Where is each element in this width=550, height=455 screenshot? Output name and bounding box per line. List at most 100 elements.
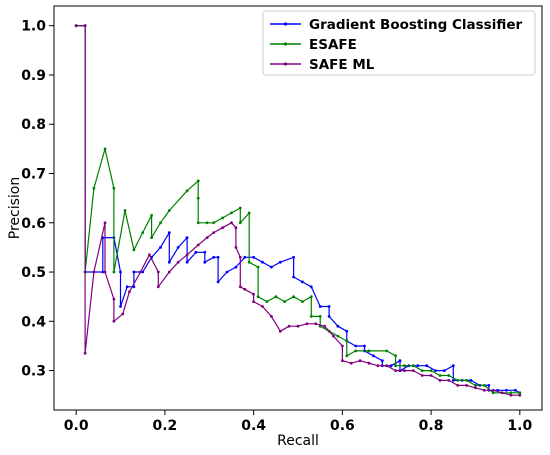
data-point-safe-ml bbox=[341, 359, 344, 363]
data-point-safe-ml bbox=[156, 285, 160, 289]
legend-label-gradient-boosting: Gradient Boosting Classifier bbox=[309, 17, 522, 33]
data-point-safe-ml bbox=[403, 369, 406, 372]
data-point-esafe bbox=[438, 374, 442, 377]
data-point-esafe bbox=[309, 315, 313, 318]
data-point-gradient-boosting-classifier bbox=[216, 255, 220, 259]
data-point-gradient-boosting-classifier bbox=[119, 270, 122, 274]
data-point-gradient-boosting-classifier bbox=[434, 369, 437, 372]
series-gradient-boosting-classifier bbox=[74, 24, 522, 395]
data-point-esafe bbox=[447, 374, 451, 377]
legend-marker-gradient-boosting bbox=[283, 22, 288, 26]
data-point-safe-ml bbox=[127, 290, 131, 294]
data-point-safe-ml bbox=[234, 246, 238, 249]
data-point-safe-ml bbox=[112, 297, 116, 301]
data-point-esafe bbox=[367, 349, 371, 353]
x-tick-label: 1.0 bbox=[507, 418, 532, 434]
data-point-safe-ml bbox=[103, 221, 107, 225]
data-point-gradient-boosting-classifier bbox=[270, 265, 273, 269]
data-point-esafe bbox=[301, 300, 304, 303]
data-point-gradient-boosting-classifier bbox=[252, 255, 256, 259]
data-point-gradient-boosting-classifier bbox=[203, 250, 207, 254]
data-point-gradient-boosting-classifier bbox=[167, 231, 171, 235]
data-point-gradient-boosting-classifier bbox=[278, 260, 282, 264]
data-point-gradient-boosting-classifier bbox=[101, 270, 105, 274]
data-point-safe-ml bbox=[367, 361, 371, 365]
data-point-gradient-boosting-classifier bbox=[487, 384, 491, 387]
data-point-safe-ml bbox=[112, 319, 116, 323]
data-point-safe-ml bbox=[238, 285, 242, 289]
data-point-gradient-boosting-classifier bbox=[185, 236, 189, 240]
data-point-esafe bbox=[491, 391, 495, 395]
data-point-safe-ml bbox=[491, 388, 495, 392]
x-axis-label: Recall bbox=[277, 433, 319, 449]
ticks-layer: 0.0 0.2 0.4 0.6 0.8 1.0 0.3 0.4 0.5 0.6 0.7 0.8 0.9 1… bbox=[21, 19, 532, 434]
data-point-esafe bbox=[456, 379, 460, 382]
data-point-safe-ml bbox=[332, 334, 335, 338]
data-point-esafe bbox=[150, 236, 154, 240]
series-line-gradient-boosting-classifier bbox=[76, 25, 521, 394]
data-point-gradient-boosting-classifier bbox=[216, 280, 220, 284]
data-point-safe-ml bbox=[121, 312, 125, 316]
data-point-esafe bbox=[256, 265, 260, 269]
data-point-gradient-boosting-classifier bbox=[514, 388, 517, 392]
data-point-esafe bbox=[196, 221, 200, 225]
data-point-esafe bbox=[256, 295, 260, 299]
y-tick-label: 0.5 bbox=[21, 265, 46, 281]
data-point-gradient-boosting-classifier bbox=[141, 270, 145, 274]
data-point-esafe bbox=[509, 391, 513, 395]
data-point-gradient-boosting-classifier bbox=[318, 305, 322, 308]
data-point-gradient-boosting-classifier bbox=[416, 364, 420, 368]
data-point-esafe bbox=[238, 221, 242, 225]
data-point-safe-ml bbox=[205, 236, 209, 240]
data-point-safe-ml bbox=[83, 24, 87, 28]
series-line-safe-ml bbox=[76, 25, 520, 396]
data-point-gradient-boosting-classifier bbox=[469, 379, 473, 382]
data-point-gradient-boosting-classifier bbox=[185, 260, 189, 264]
data-point-esafe bbox=[247, 211, 251, 215]
data-point-esafe bbox=[212, 221, 216, 225]
data-point-gradient-boosting-classifier bbox=[132, 270, 136, 274]
data-point-esafe bbox=[274, 295, 278, 299]
data-point-safe-ml bbox=[252, 300, 256, 303]
data-point-safe-ml bbox=[74, 24, 78, 28]
data-point-gradient-boosting-classifier bbox=[292, 275, 295, 279]
data-point-gradient-boosting-classifier bbox=[292, 255, 295, 259]
y-tick-label: 1.0 bbox=[21, 19, 46, 35]
data-point-gradient-boosting-classifier bbox=[327, 315, 331, 318]
data-point-gradient-boosting-classifier bbox=[225, 270, 229, 274]
y-tick-label: 0.8 bbox=[21, 117, 46, 133]
data-point-safe-ml bbox=[261, 305, 264, 308]
data-point-esafe bbox=[411, 364, 415, 368]
data-point-esafe bbox=[92, 186, 96, 190]
y-tick-label: 0.7 bbox=[21, 167, 46, 183]
data-point-gradient-boosting-classifier bbox=[234, 265, 238, 269]
data-point-safe-ml bbox=[270, 315, 273, 318]
legend-marker-esafe bbox=[283, 42, 288, 46]
data-point-safe-ml bbox=[156, 270, 160, 274]
x-tick-label: 0.8 bbox=[419, 418, 444, 434]
data-point-gradient-boosting-classifier bbox=[380, 359, 384, 363]
data-point-safe-ml bbox=[394, 369, 397, 372]
data-point-safe-ml bbox=[482, 388, 486, 392]
data-point-esafe bbox=[141, 231, 145, 235]
data-point-esafe bbox=[309, 295, 313, 299]
data-point-safe-ml bbox=[518, 393, 522, 397]
data-point-gradient-boosting-classifier bbox=[451, 364, 455, 368]
data-point-gradient-boosting-classifier bbox=[301, 280, 304, 284]
y-tick-label: 0.6 bbox=[21, 216, 46, 232]
data-point-esafe bbox=[167, 209, 171, 212]
data-point-gradient-boosting-classifier bbox=[443, 369, 446, 372]
data-point-safe-ml bbox=[456, 384, 460, 387]
data-point-esafe bbox=[247, 260, 251, 264]
data-point-esafe bbox=[150, 214, 154, 217]
data-point-esafe bbox=[185, 189, 189, 193]
data-point-safe-ml bbox=[314, 322, 318, 326]
data-point-esafe bbox=[354, 349, 358, 353]
x-tick-label: 0.0 bbox=[64, 418, 89, 434]
data-point-safe-ml bbox=[148, 253, 151, 257]
data-point-safe-ml bbox=[83, 351, 87, 355]
data-point-gradient-boosting-classifier bbox=[261, 260, 264, 264]
data-point-esafe bbox=[420, 369, 424, 372]
data-point-gradient-boosting-classifier bbox=[119, 305, 122, 308]
